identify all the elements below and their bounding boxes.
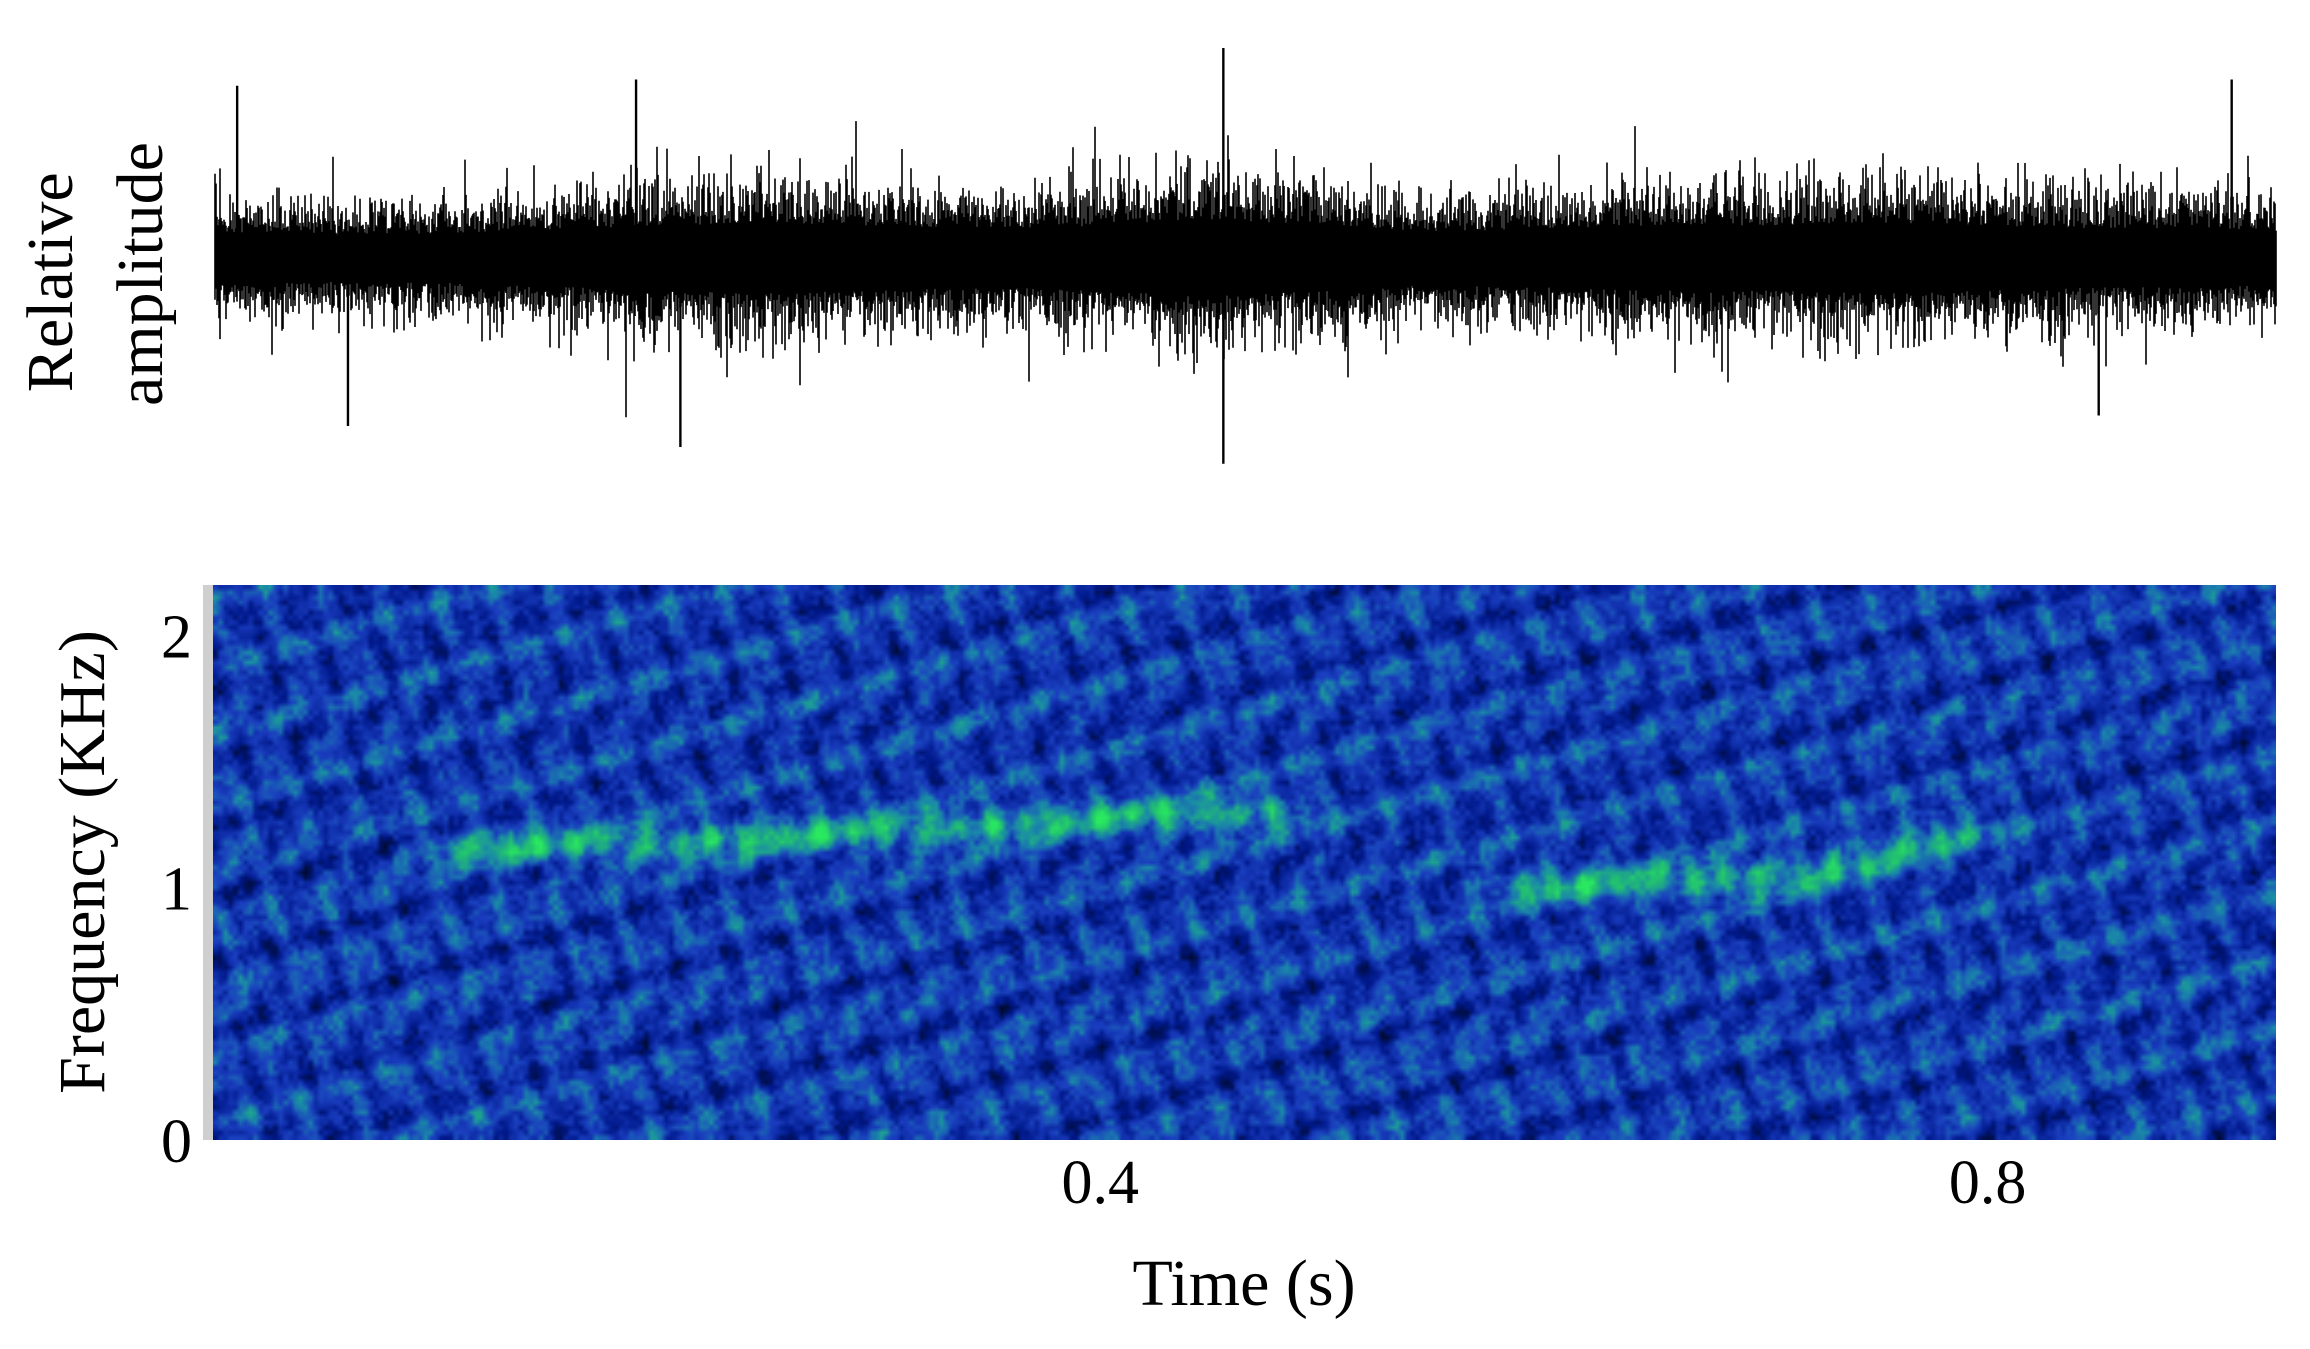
waveform-ylabel-line-1: Relative xyxy=(14,172,87,392)
spectrogram-x-ticks: 0.4 0.8 xyxy=(1062,1149,2027,1217)
spectrogram-image xyxy=(213,585,2276,1140)
y-tick-label: 1 xyxy=(161,856,192,924)
spectrogram-xlabel: Time (s) xyxy=(1132,1247,1355,1320)
x-tick-label: 0.4 xyxy=(1062,1149,1140,1217)
y-tick-label: 0 xyxy=(161,1108,192,1176)
waveform-peaks xyxy=(235,48,2233,464)
spectrogram-ylabel: Frequency (KHz) xyxy=(46,630,119,1094)
waveform-ylabel-line-2: amplitude xyxy=(104,142,177,406)
spectrogram-panel: 0 1 2 0.4 0.8 Frequency (KHz) Time (s) xyxy=(46,585,2276,1320)
spectrogram-left-edge xyxy=(203,585,213,1140)
x-tick-label: 0.8 xyxy=(1949,1149,2027,1217)
waveform-trace xyxy=(214,121,2277,418)
waveform-ylabel: Relative amplitude xyxy=(14,142,177,406)
waveform-panel: Relative amplitude xyxy=(14,48,2277,464)
y-tick-label: 2 xyxy=(161,603,192,671)
spectrogram-y-ticks: 0 1 2 xyxy=(161,603,192,1176)
